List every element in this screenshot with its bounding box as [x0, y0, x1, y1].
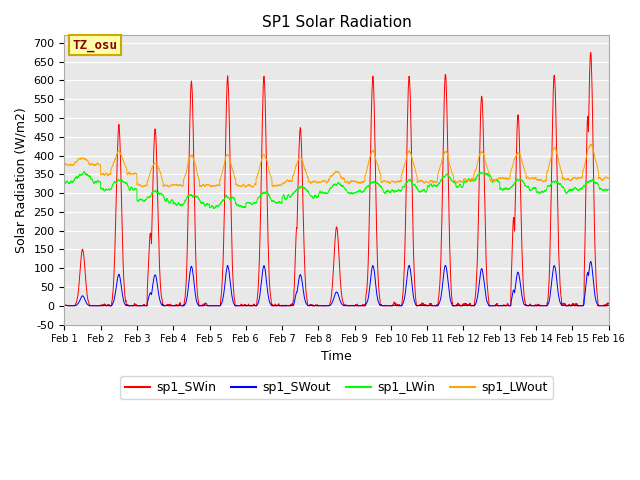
sp1_LWin: [81, 168, 88, 174]
sp1_LWout: [429, 178, 436, 184]
sp1_SWout: [587, 259, 595, 264]
X-axis label: Time: Time: [321, 350, 352, 363]
Line: sp1_SWin: sp1_SWin: [65, 53, 609, 306]
Line: sp1_LWin: sp1_LWin: [65, 171, 609, 209]
Title: SP1 Solar Radiation: SP1 Solar Radiation: [262, 15, 412, 30]
sp1_SWin: [63, 303, 71, 309]
sp1_SWin: [429, 303, 436, 309]
sp1_SWout: [316, 303, 324, 309]
sp1_LWout: [605, 175, 612, 181]
sp1_LWin: [210, 206, 218, 212]
sp1_SWout: [429, 303, 436, 309]
sp1_SWout: [490, 303, 497, 309]
sp1_LWin: [459, 184, 467, 190]
sp1_SWin: [490, 303, 497, 309]
Line: sp1_LWout: sp1_LWout: [65, 144, 609, 187]
sp1_SWin: [61, 302, 68, 308]
sp1_LWin: [605, 187, 612, 192]
sp1_SWout: [64, 303, 72, 309]
sp1_SWout: [604, 302, 612, 308]
sp1_SWout: [61, 302, 68, 308]
sp1_LWout: [587, 142, 595, 147]
sp1_LWin: [159, 192, 166, 198]
sp1_LWin: [604, 187, 612, 192]
sp1_SWin: [587, 50, 595, 56]
sp1_LWin: [317, 188, 324, 193]
sp1_SWout: [459, 303, 467, 309]
sp1_LWout: [316, 180, 324, 186]
sp1_LWout: [459, 179, 467, 184]
sp1_SWout: [159, 302, 166, 308]
sp1_LWout: [604, 176, 612, 181]
Text: TZ_osu: TZ_osu: [72, 39, 118, 52]
sp1_SWin: [316, 303, 324, 309]
Legend: sp1_SWin, sp1_SWout, sp1_LWin, sp1_LWout: sp1_SWin, sp1_SWout, sp1_LWin, sp1_LWout: [120, 376, 553, 399]
sp1_SWout: [605, 302, 612, 308]
Y-axis label: Solar Radiation (W/m2): Solar Radiation (W/m2): [15, 107, 28, 253]
sp1_LWout: [490, 177, 497, 183]
sp1_SWin: [604, 300, 612, 306]
sp1_LWin: [429, 184, 436, 190]
Line: sp1_SWout: sp1_SWout: [65, 262, 609, 306]
sp1_SWin: [605, 301, 612, 307]
sp1_LWin: [490, 178, 497, 184]
sp1_LWout: [242, 184, 250, 190]
sp1_LWout: [158, 177, 166, 183]
sp1_SWin: [159, 298, 166, 303]
sp1_SWin: [459, 301, 467, 307]
sp1_LWout: [61, 162, 68, 168]
sp1_LWin: [61, 180, 68, 185]
